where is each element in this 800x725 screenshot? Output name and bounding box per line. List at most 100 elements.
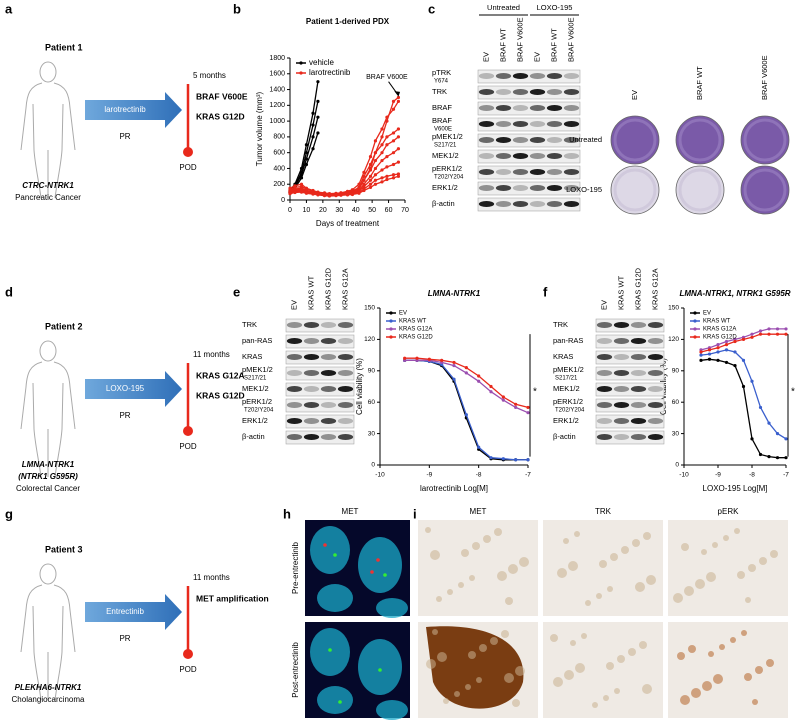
blot-band (495, 105, 512, 111)
data-point (385, 155, 389, 159)
blot-band (512, 153, 529, 159)
blot-band (478, 169, 495, 175)
data-point (716, 350, 720, 354)
ihc-stain (550, 634, 558, 642)
y-tick-label: 0 (371, 462, 375, 469)
y-tick-label: 600 (273, 150, 285, 157)
data-point (380, 158, 384, 163)
ihc-stain (592, 702, 598, 708)
data-point (396, 99, 401, 103)
data-point (368, 182, 373, 186)
plate-texture (743, 168, 787, 212)
legend-marker (299, 71, 303, 75)
data-point (368, 162, 373, 167)
data-point (758, 329, 763, 333)
blot-band (337, 434, 354, 440)
lane-label: BRAF V600E (515, 17, 524, 62)
ihc-stain (744, 673, 752, 681)
blot-band (546, 89, 563, 95)
data-point (304, 162, 309, 167)
ihc-stain (437, 652, 447, 662)
data-point (477, 445, 481, 449)
y-tick-label: 60 (368, 399, 376, 406)
data-point (452, 377, 456, 381)
data-point (380, 135, 384, 139)
data-point (758, 452, 763, 457)
chart-title: Patient 1-derived PDX (306, 17, 390, 26)
ihc-stain (673, 593, 683, 603)
x-tick-label: -8 (476, 472, 482, 479)
ihc-stain (497, 571, 507, 581)
blot-band (320, 338, 337, 344)
fish-signal (333, 553, 337, 557)
duration-label: 11 months (193, 573, 230, 582)
data-point (391, 99, 396, 103)
diagnosis-label: Cholangiocarcinoma (12, 695, 85, 704)
diagnosis-label: Colorectal Cancer (16, 484, 80, 493)
data-point (311, 111, 315, 115)
ihc-stain (568, 561, 578, 571)
blot-band (478, 105, 495, 111)
data-point (299, 176, 304, 180)
data-point (767, 332, 771, 336)
y-tick-label: 0 (675, 462, 679, 469)
blot-band (286, 386, 303, 392)
legend-label: larotrectinib (309, 68, 351, 77)
x-tick-label: -7 (783, 472, 789, 479)
ihc-stain (701, 549, 707, 555)
y-tick-label: 800 (273, 134, 285, 141)
fish-signal (376, 558, 380, 562)
blot-row-label: pMEK1/2 (242, 365, 273, 374)
y-tick-label: 90 (368, 368, 376, 375)
patient-label: Patient 1 (45, 42, 83, 52)
blot-band (512, 137, 529, 143)
ihc-stain (617, 655, 625, 663)
data-point (750, 335, 754, 339)
annotation-arrowhead (394, 91, 401, 97)
blot-band (546, 121, 563, 127)
x-tick-label: -9 (426, 472, 432, 479)
blot-band (495, 201, 512, 207)
blot-strip (595, 398, 665, 413)
blot-band (320, 418, 337, 424)
ihc-stain (741, 630, 747, 636)
blot-band (512, 201, 529, 207)
series-line (700, 349, 787, 440)
legend-marker (389, 327, 393, 331)
data-point (299, 182, 304, 186)
data-point (501, 398, 505, 402)
blot-band (286, 370, 303, 376)
ihc-stain (755, 666, 763, 674)
blot-band (613, 322, 630, 328)
blot-band (546, 201, 563, 207)
data-point (699, 353, 703, 357)
ihc-title: MET (470, 507, 487, 516)
body-outline (20, 82, 76, 199)
lane-label: KRAS G12A (340, 268, 349, 310)
blot-row-label: TRK (432, 87, 447, 96)
blot-band (613, 418, 630, 424)
panel-letter: g (5, 506, 13, 521)
blot-band (320, 370, 337, 376)
blot-row-site: T202/Y204 (244, 408, 274, 414)
ihc-stain (519, 557, 529, 567)
ihc-stain (425, 527, 431, 533)
data-point (526, 411, 530, 415)
data-point (304, 151, 309, 155)
panel-letter: e (233, 284, 240, 299)
y-tick-label: 150 (364, 305, 375, 312)
plate-texture (678, 118, 722, 162)
drug-label: larotrectinib (104, 105, 146, 114)
data-point (385, 135, 389, 139)
plate-well (610, 165, 660, 215)
data-point (368, 174, 373, 178)
blot-band (596, 370, 613, 376)
data-point (373, 139, 378, 143)
data-point (350, 192, 355, 197)
legend-marker (389, 319, 393, 323)
ihc-stain (737, 571, 745, 579)
diagnosis-label: PLEKHA6-NTRK1 (15, 683, 82, 692)
ihc-stain (770, 550, 778, 558)
blot-row-label: MEK1/2 (553, 384, 580, 393)
